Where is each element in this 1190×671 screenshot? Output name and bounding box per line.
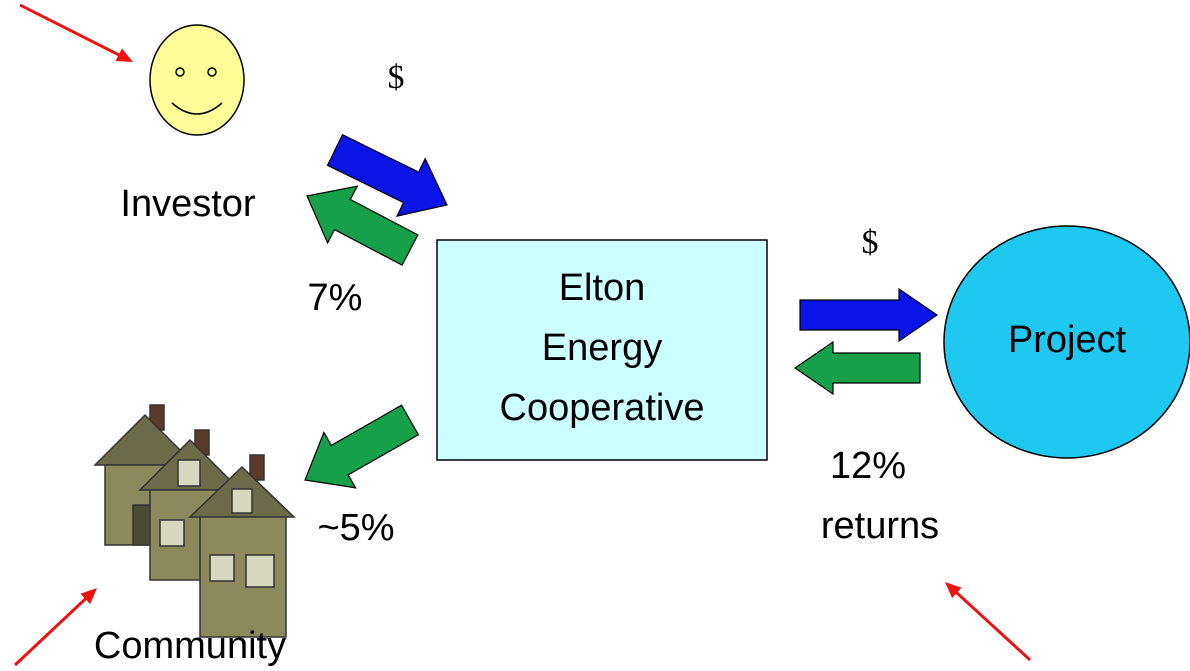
flow-label: returns	[821, 505, 939, 547]
mouth	[171, 102, 223, 115]
arrows	[14, 3, 1031, 667]
flow-label: $	[388, 59, 405, 96]
arrow	[306, 185, 419, 266]
cooperative-label: Cooperative	[500, 387, 705, 429]
flow-label: 7%	[308, 277, 363, 319]
arrow	[799, 287, 939, 343]
flow-label: ~5%	[317, 507, 394, 549]
cooperative-label: Elton	[559, 267, 646, 309]
houses	[93, 404, 296, 638]
flow-label: $	[862, 224, 879, 261]
eye	[207, 67, 217, 77]
flow-label: 12%	[830, 445, 906, 487]
shapes	[93, 24, 1190, 638]
arrow	[793, 340, 921, 396]
arrow	[304, 404, 420, 489]
cooperative-label: Energy	[542, 327, 662, 369]
cooperative-box	[436, 239, 768, 461]
arrow	[945, 582, 1031, 662]
investor-label: Investor	[120, 183, 256, 225]
project-circle	[943, 225, 1190, 459]
arrow	[14, 588, 97, 667]
investor-face	[149, 24, 245, 136]
eye	[175, 67, 185, 77]
community-label: Community	[94, 625, 286, 667]
arrow	[19, 3, 133, 62]
project-label: Project	[1008, 319, 1127, 361]
arrow	[326, 133, 448, 217]
